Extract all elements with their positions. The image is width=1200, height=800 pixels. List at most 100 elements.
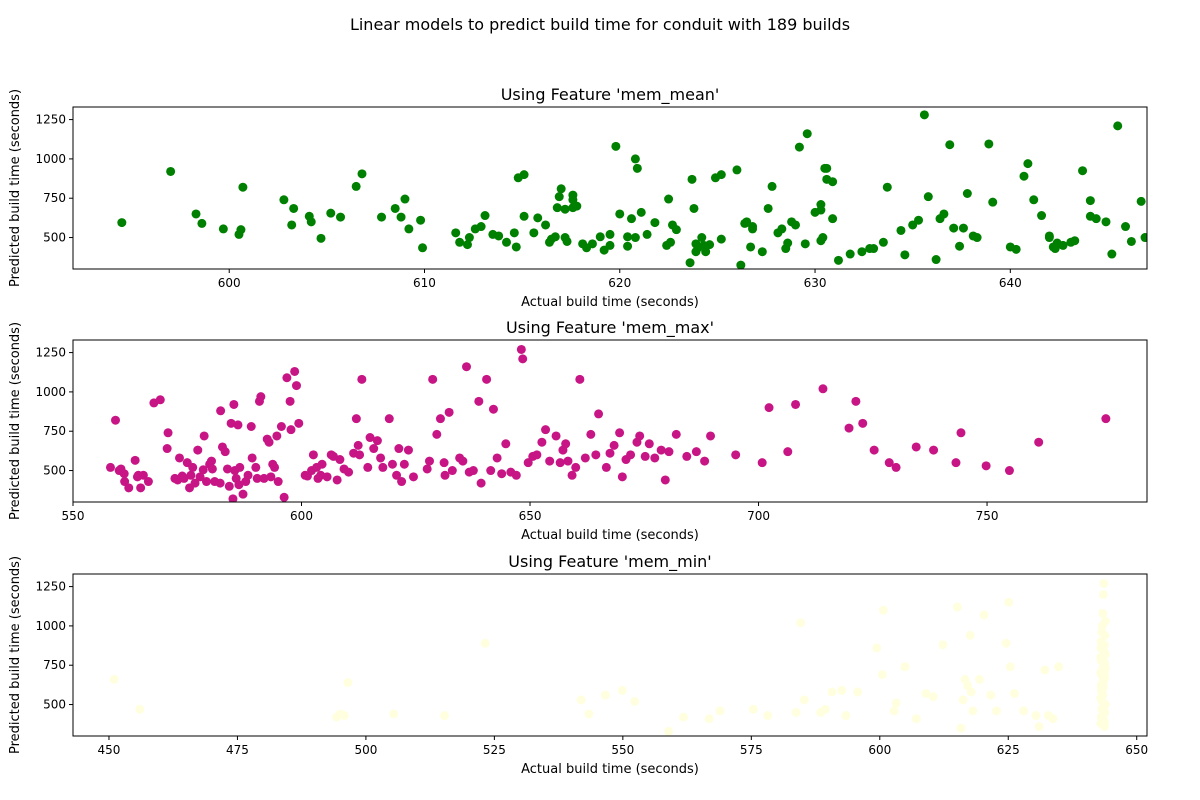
x-tick-label: 475 (226, 743, 249, 757)
scatter-point (748, 224, 758, 234)
scatter-panel-1: 600 610 620 630 640 500 750 1000 1250 Using Featu… (8, 85, 1179, 310)
scatter-point (369, 444, 379, 454)
scatter-point (251, 462, 261, 472)
scatter-point (748, 704, 758, 714)
scatter-point (818, 233, 828, 243)
scatter-point (451, 228, 461, 238)
scatter-point (689, 203, 699, 213)
scatter-point (282, 373, 292, 383)
scatter-point (561, 439, 571, 449)
scatter-point (418, 243, 428, 253)
scatter-point (1099, 640, 1109, 650)
scatter-point (882, 182, 892, 192)
scatter-panel-3: 450 475 500 525 550 575 600 625 650 500 750 1000 125… (8, 552, 1148, 777)
scatter-point (1034, 722, 1044, 732)
scatter-point (226, 418, 236, 428)
scatter-point (671, 429, 681, 439)
scatter-point (136, 483, 146, 493)
x-tick-label: 550 (62, 509, 85, 523)
scatter-point (336, 212, 346, 222)
scatter-point (191, 209, 201, 219)
scatter-point (796, 618, 806, 628)
scatter-point (207, 464, 217, 474)
y-tick-label: 750 (43, 424, 66, 438)
x-tick-label: 575 (740, 743, 763, 757)
y-tick-label: 500 (43, 698, 66, 712)
scatter-point (174, 453, 184, 463)
scatter-point (687, 174, 697, 184)
scatter-panel-2: 550 600 650 700 750 500 750 1000 1250 Using Featu… (8, 318, 1148, 543)
scatter-point (685, 258, 695, 268)
scatter-point (571, 462, 581, 472)
scatter-point (387, 459, 397, 469)
x-tick-label: 650 (519, 509, 542, 523)
scatter-point (630, 233, 640, 243)
scatter-point (630, 154, 640, 164)
scatter-point (615, 209, 625, 219)
scatter-point (1040, 665, 1050, 675)
scatter-point (130, 455, 140, 465)
scatter-point (660, 475, 670, 485)
scatter-point (1100, 663, 1110, 673)
scatter-point (617, 472, 627, 482)
scatter-point (291, 381, 301, 391)
scatter-point (952, 602, 962, 612)
scatter-point (1100, 630, 1110, 640)
scatter-point (626, 450, 636, 460)
scatter-point (878, 605, 888, 615)
scatter-point (403, 445, 413, 455)
scatter-point (900, 250, 910, 260)
scatter-point (1121, 222, 1131, 232)
scatter-point (820, 704, 830, 714)
scatter-point (632, 163, 642, 173)
scatter-point (554, 192, 564, 202)
scatter-point (197, 218, 207, 228)
scatter-point (343, 678, 353, 688)
scatter-point (984, 139, 994, 149)
scatter-point (828, 214, 838, 224)
x-tick-label: 650 (1125, 743, 1148, 757)
scatter-point (767, 181, 777, 191)
scatter-point (476, 478, 486, 488)
y-tick-label: 1000 (35, 152, 66, 166)
scatter-point (193, 445, 203, 455)
scatter-point (1170, 148, 1179, 157)
scatter-point (279, 492, 289, 502)
scatter-point (1078, 166, 1088, 176)
scatter-point (111, 415, 120, 425)
scatter-point (611, 141, 621, 151)
scatter-point (605, 448, 615, 458)
scatter-point (1009, 689, 1019, 699)
scatter-point (1099, 722, 1109, 732)
scatter-point (617, 685, 627, 695)
scatter-point (1096, 656, 1106, 665)
scatter-points (105, 344, 1111, 502)
scatter-point (931, 255, 941, 265)
scatter-point (384, 414, 394, 424)
scatter-point (1148, 187, 1157, 196)
scatter-point (1140, 233, 1147, 243)
scatter-point (958, 695, 968, 705)
scatter-point (1044, 233, 1054, 243)
scatter-point (580, 453, 590, 463)
scatter-point (1098, 589, 1108, 599)
scatter-point (1023, 159, 1033, 169)
scatter-point (233, 420, 243, 430)
scatter-point (706, 431, 716, 441)
scatter-point (567, 470, 577, 480)
scatter-points (109, 578, 1110, 736)
scatter-point (576, 695, 586, 705)
scatter-point (1037, 211, 1047, 221)
scatter-point (981, 461, 991, 471)
scatter-point (763, 711, 773, 721)
scatter-point (363, 462, 373, 472)
scatter-point (474, 396, 484, 406)
x-tick-label: 625 (997, 743, 1020, 757)
scatter-point (482, 374, 492, 384)
scatter-point (891, 462, 901, 472)
scatter-point (516, 344, 526, 354)
y-tick-label: 500 (43, 231, 66, 245)
scatter-point (138, 470, 148, 480)
scatter-point (791, 707, 801, 717)
scatter-point (783, 447, 793, 457)
